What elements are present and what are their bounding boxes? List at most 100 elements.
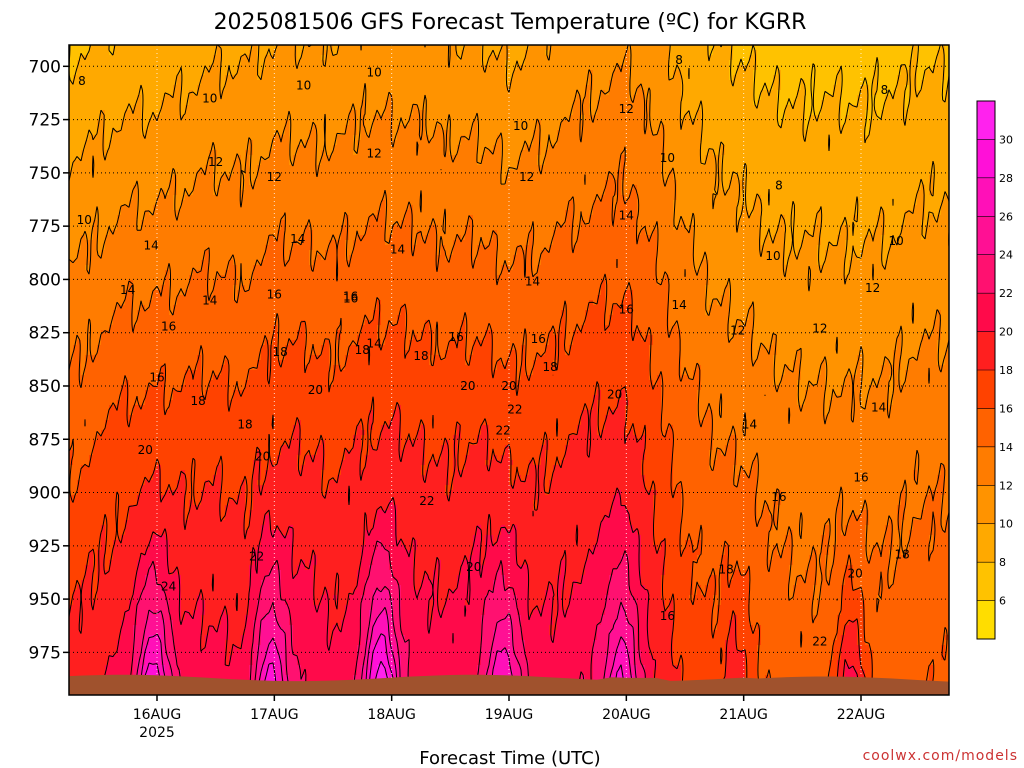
temperature-cell: [125, 170, 130, 176]
temperature-cell: [121, 55, 126, 61]
temperature-cell: [69, 640, 74, 646]
temperature-cell: [93, 195, 98, 201]
temperature-cell: [109, 165, 114, 171]
temperature-cell: [157, 470, 162, 476]
temperature-cell: [205, 50, 210, 56]
temperature-cell: [129, 445, 134, 451]
temperature-cell: [69, 135, 74, 141]
temperature-cell: [197, 130, 202, 136]
temperature-cell: [181, 90, 186, 96]
temperature-cell: [101, 510, 106, 516]
temperature-cell: [97, 575, 102, 581]
temperature-cell: [129, 645, 134, 651]
temperature-cell: [205, 595, 210, 601]
temperature-cell: [77, 355, 82, 361]
temperature-cell: [101, 535, 106, 541]
temperature-cell: [185, 655, 190, 661]
temperature-cell: [69, 575, 74, 581]
temperature-cell: [97, 75, 102, 81]
temperature-cell: [197, 135, 202, 141]
temperature-cell: [145, 170, 150, 176]
temperature-cell: [117, 405, 122, 411]
temperature-cell: [169, 540, 174, 546]
temperature-cell: [77, 660, 82, 666]
temperature-cell: [201, 235, 206, 241]
temperature-cell: [129, 150, 134, 156]
temperature-cell: [129, 265, 134, 271]
temperature-cell: [193, 220, 198, 226]
temperature-cell: [189, 75, 194, 81]
temperature-cell: [113, 555, 118, 561]
temperature-cell: [121, 215, 126, 221]
temperature-cell: [109, 550, 114, 556]
temperature-cell: [205, 530, 210, 536]
temperature-cell: [141, 600, 146, 606]
temperature-cell: [121, 160, 126, 166]
temperature-cell: [125, 615, 130, 621]
temperature-cell: [177, 275, 182, 281]
temperature-cell: [213, 405, 218, 411]
temperature-cell: [197, 435, 202, 441]
temperature-cell: [69, 435, 74, 441]
temperature-cell: [97, 660, 102, 666]
temperature-cell: [209, 625, 214, 631]
temperature-cell: [77, 70, 82, 76]
temperature-cell: [125, 80, 130, 86]
temperature-cell: [153, 565, 158, 571]
temperature-cell: [85, 75, 90, 81]
temperature-cell: [73, 110, 78, 116]
temperature-cell: [73, 550, 78, 556]
temperature-cell: [153, 290, 158, 296]
temperature-cell: [213, 95, 218, 101]
temperature-cell: [133, 330, 138, 336]
temperature-cell: [73, 420, 78, 426]
temperature-cell: [197, 645, 202, 651]
temperature-cell: [121, 525, 126, 531]
temperature-cell: [101, 560, 106, 566]
temperature-cell: [181, 150, 186, 156]
temperature-cell: [149, 180, 154, 186]
temperature-cell: [201, 455, 206, 461]
temperature-cell: [161, 650, 166, 656]
temperature-cell: [177, 135, 182, 141]
temperature-cell: [117, 415, 122, 421]
temperature-cell: [97, 500, 102, 506]
temperature-cell: [213, 55, 218, 61]
temperature-cell: [137, 605, 142, 611]
temperature-cell: [101, 390, 106, 396]
temperature-cell: [77, 350, 82, 356]
temperature-cell: [197, 380, 202, 386]
temperature-cell: [173, 575, 178, 581]
temperature-cell: [153, 330, 158, 336]
temperature-cell: [217, 310, 222, 316]
temperature-cell: [109, 460, 114, 466]
temperature-cell: [205, 260, 210, 266]
temperature-cell: [73, 130, 78, 136]
temperature-cell: [173, 605, 178, 611]
temperature-cell: [205, 540, 210, 546]
temperature-cell: [221, 250, 226, 256]
temperature-cell: [125, 590, 130, 596]
temperature-cell: [205, 425, 210, 431]
temperature-cell: [189, 315, 194, 321]
temperature-cell: [169, 245, 174, 251]
temperature-cell: [165, 175, 170, 181]
temperature-cell: [109, 210, 114, 216]
temperature-cell: [205, 585, 210, 591]
temperature-cell: [97, 170, 102, 176]
temperature-cell: [153, 540, 158, 546]
temperature-cell: [85, 470, 90, 476]
temperature-cell: [141, 550, 146, 556]
temperature-cell: [101, 160, 106, 166]
temperature-cell: [165, 370, 170, 376]
temperature-cell: [213, 270, 218, 276]
temperature-cell: [213, 380, 218, 386]
temperature-cell: [145, 300, 150, 306]
temperature-cell: [197, 405, 202, 411]
temperature-cell: [181, 480, 186, 486]
temperature-cell: [205, 75, 210, 81]
temperature-cell: [129, 605, 134, 611]
temperature-cell: [89, 380, 94, 386]
temperature-cell: [165, 570, 170, 576]
temperature-cell: [129, 260, 134, 266]
